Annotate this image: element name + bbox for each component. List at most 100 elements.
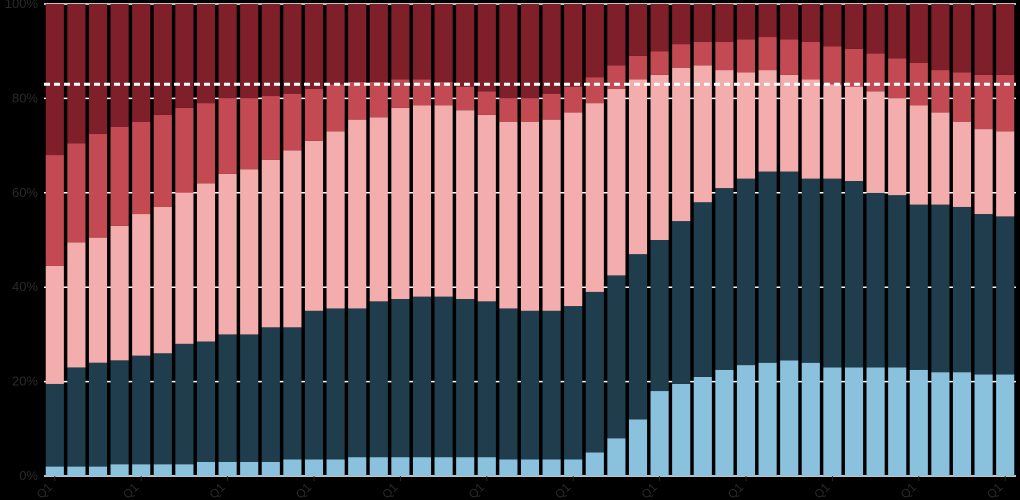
bar-segment	[154, 115, 172, 207]
bar-segment	[111, 360, 129, 464]
bar-segment	[197, 341, 215, 461]
bar-segment	[499, 98, 517, 122]
bar-segment	[910, 105, 928, 204]
bar-segment	[175, 464, 193, 476]
bar-segment	[456, 110, 474, 299]
bar-segment	[283, 327, 301, 459]
y-tick-label: 60%	[12, 185, 38, 200]
y-tick-label: 40%	[12, 279, 38, 294]
bar-segment	[370, 457, 388, 476]
bar-segment	[780, 75, 798, 172]
bar-segment	[651, 4, 669, 51]
bar-segment	[586, 103, 604, 292]
bar-segment	[543, 311, 561, 460]
bar-segment	[802, 4, 820, 42]
bar-segment	[327, 131, 345, 308]
bar-segment	[175, 4, 193, 108]
bar-segment	[283, 150, 301, 327]
bar-segment	[759, 363, 777, 476]
bar-segment	[478, 91, 496, 115]
bar-segment	[737, 72, 755, 178]
bar-segment	[305, 311, 323, 460]
bar-segment	[867, 193, 885, 368]
bar-segment	[564, 306, 582, 459]
bar-segment	[262, 462, 280, 476]
bar-segment	[953, 207, 971, 372]
bar-segment	[154, 4, 172, 115]
bar-segment	[499, 308, 517, 459]
bar-segment	[715, 188, 733, 370]
bar-segment	[456, 4, 474, 87]
bar-segment	[240, 334, 258, 461]
bar-segment	[435, 297, 453, 457]
bar-segment	[931, 205, 949, 373]
bar-segment	[651, 240, 669, 391]
bar-segment	[132, 4, 150, 122]
bar-segment	[435, 105, 453, 296]
bar-segment	[435, 457, 453, 476]
bar-segment	[823, 367, 841, 476]
bar-segment	[888, 4, 906, 58]
bar-segment	[89, 4, 107, 134]
bar-segment	[543, 4, 561, 94]
bar-segment	[737, 179, 755, 365]
bar-segment	[802, 363, 820, 476]
bar-segment	[888, 367, 906, 476]
bar-segment	[240, 169, 258, 334]
bar-segment	[219, 174, 237, 334]
bar-segment	[672, 4, 690, 44]
bar-segment	[802, 179, 820, 363]
bar-segment	[953, 72, 971, 122]
bar-segment	[845, 87, 863, 181]
bar-segment	[111, 464, 129, 476]
bar-segment	[305, 459, 323, 476]
bar-segment	[370, 301, 388, 457]
bar-segment	[283, 94, 301, 151]
bar-segment	[154, 353, 172, 464]
bar-segment	[607, 89, 625, 275]
bar-segment	[715, 370, 733, 476]
bar-segment	[867, 4, 885, 54]
bar-segment	[629, 80, 647, 255]
bar-segment	[694, 65, 712, 202]
bar-segment	[672, 44, 690, 68]
bar-segment	[975, 214, 993, 374]
bar-segment	[888, 58, 906, 98]
bar-segment	[953, 122, 971, 207]
bar-segment	[89, 238, 107, 363]
bar-segment	[845, 4, 863, 49]
bar-segment	[672, 384, 690, 476]
bar-segment	[651, 75, 669, 240]
bar-segment	[391, 108, 409, 299]
bar-segment	[348, 120, 366, 309]
bar-segment	[46, 467, 64, 476]
bar-segment	[629, 419, 647, 476]
bar-segment	[262, 4, 280, 96]
bar-segment	[67, 143, 85, 242]
bar-segment	[413, 105, 431, 296]
bar-segment	[197, 103, 215, 183]
bar-segment	[586, 4, 604, 77]
bar-segment	[953, 4, 971, 72]
bar-segment	[521, 122, 539, 311]
bar-segment	[89, 134, 107, 238]
bar-segment	[910, 205, 928, 370]
bar-segment	[197, 4, 215, 103]
bar-segment	[240, 462, 258, 476]
bar-segment	[348, 4, 366, 82]
bar-segment	[132, 122, 150, 214]
bar-segment	[154, 464, 172, 476]
bar-segment	[845, 181, 863, 367]
bar-segment	[327, 308, 345, 459]
bar-segment	[845, 49, 863, 87]
bar-segment	[629, 4, 647, 56]
bar-segment	[651, 51, 669, 75]
y-tick-label: 100%	[5, 0, 39, 11]
bar-segment	[694, 377, 712, 476]
bar-segment	[435, 4, 453, 82]
bar-group	[46, 4, 1015, 476]
bar-segment	[953, 372, 971, 476]
bar-segment	[607, 4, 625, 65]
bar-segment	[629, 56, 647, 80]
bar-segment	[413, 4, 431, 80]
